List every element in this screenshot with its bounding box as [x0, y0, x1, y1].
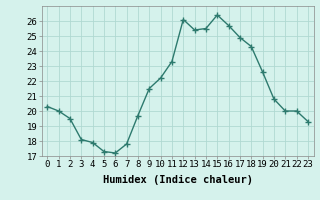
X-axis label: Humidex (Indice chaleur): Humidex (Indice chaleur) — [103, 175, 252, 185]
